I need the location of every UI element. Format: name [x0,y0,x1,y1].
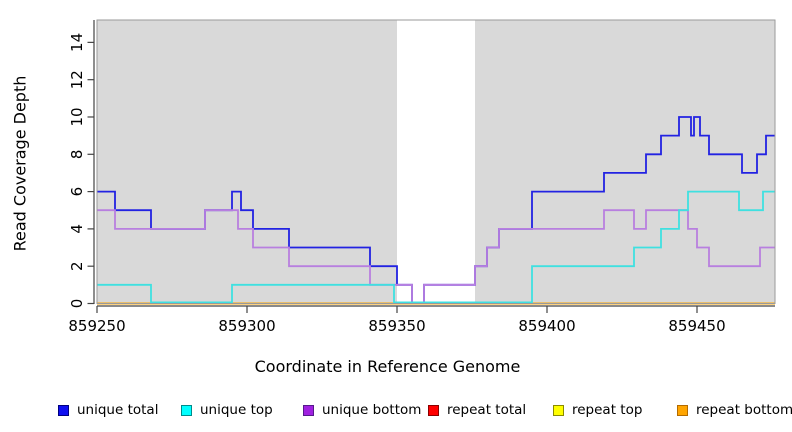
legend-swatch-icon [677,404,688,416]
y-axis: 0 2 4 6 8 10 12 14 [68,20,95,309]
y-tick-label: 0 [68,299,86,309]
legend-swatch-icon [553,404,564,416]
legend-label: repeat bottom [696,402,792,418]
x-tick-label: 859450 [668,317,725,335]
series-line-unique-bottom [97,209,775,304]
legend-label: repeat total [447,402,527,418]
legend-item-repeat-bottom: repeat bottom [677,401,792,419]
masked-region [397,20,475,304]
x-tick-label: 859250 [68,317,125,335]
y-tick-label: 10 [68,107,86,126]
legend-item-repeat-top: repeat top [553,401,642,419]
y-tick-label: 14 [68,33,86,52]
x-axis-title: Coordinate in Reference Genome [254,357,521,376]
x-tick-label: 859400 [518,317,575,335]
y-tick-label: 6 [68,187,86,197]
legend-swatch-icon [303,404,314,416]
x-tick-label: 859300 [218,317,275,335]
legend-item-repeat-total: repeat total [428,401,526,419]
legend-label: unique top [200,402,273,418]
y-tick-label: 8 [68,150,86,160]
x-axis: 859250 859300 859350 859400 859450 [68,305,775,335]
x-tick-label: 859350 [368,317,425,335]
legend-item-unique-top: unique top [181,401,273,419]
chart-legend: unique total unique top unique bottom repea… [0,401,792,423]
y-axis-title: Read Coverage Depth [10,75,30,252]
legend-swatch-icon [58,404,69,416]
legend-label: repeat top [572,402,643,418]
y-tick-label: 4 [68,224,86,234]
legend-label: unique bottom [322,402,422,418]
legend-swatch-icon [428,404,439,416]
series-line-unique-top [97,190,775,304]
y-tick-label: 2 [68,261,86,271]
legend-item-unique-total: unique total [58,401,158,419]
legend-swatch-icon [181,404,192,416]
panel-border [96,19,776,304]
legend-label: unique total [77,402,159,418]
y-tick-label: 12 [68,70,86,89]
legend-item-unique-bottom: unique bottom [303,401,421,419]
